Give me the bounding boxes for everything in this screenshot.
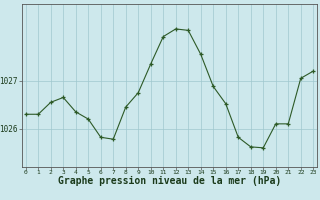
X-axis label: Graphe pression niveau de la mer (hPa): Graphe pression niveau de la mer (hPa) <box>58 176 281 186</box>
